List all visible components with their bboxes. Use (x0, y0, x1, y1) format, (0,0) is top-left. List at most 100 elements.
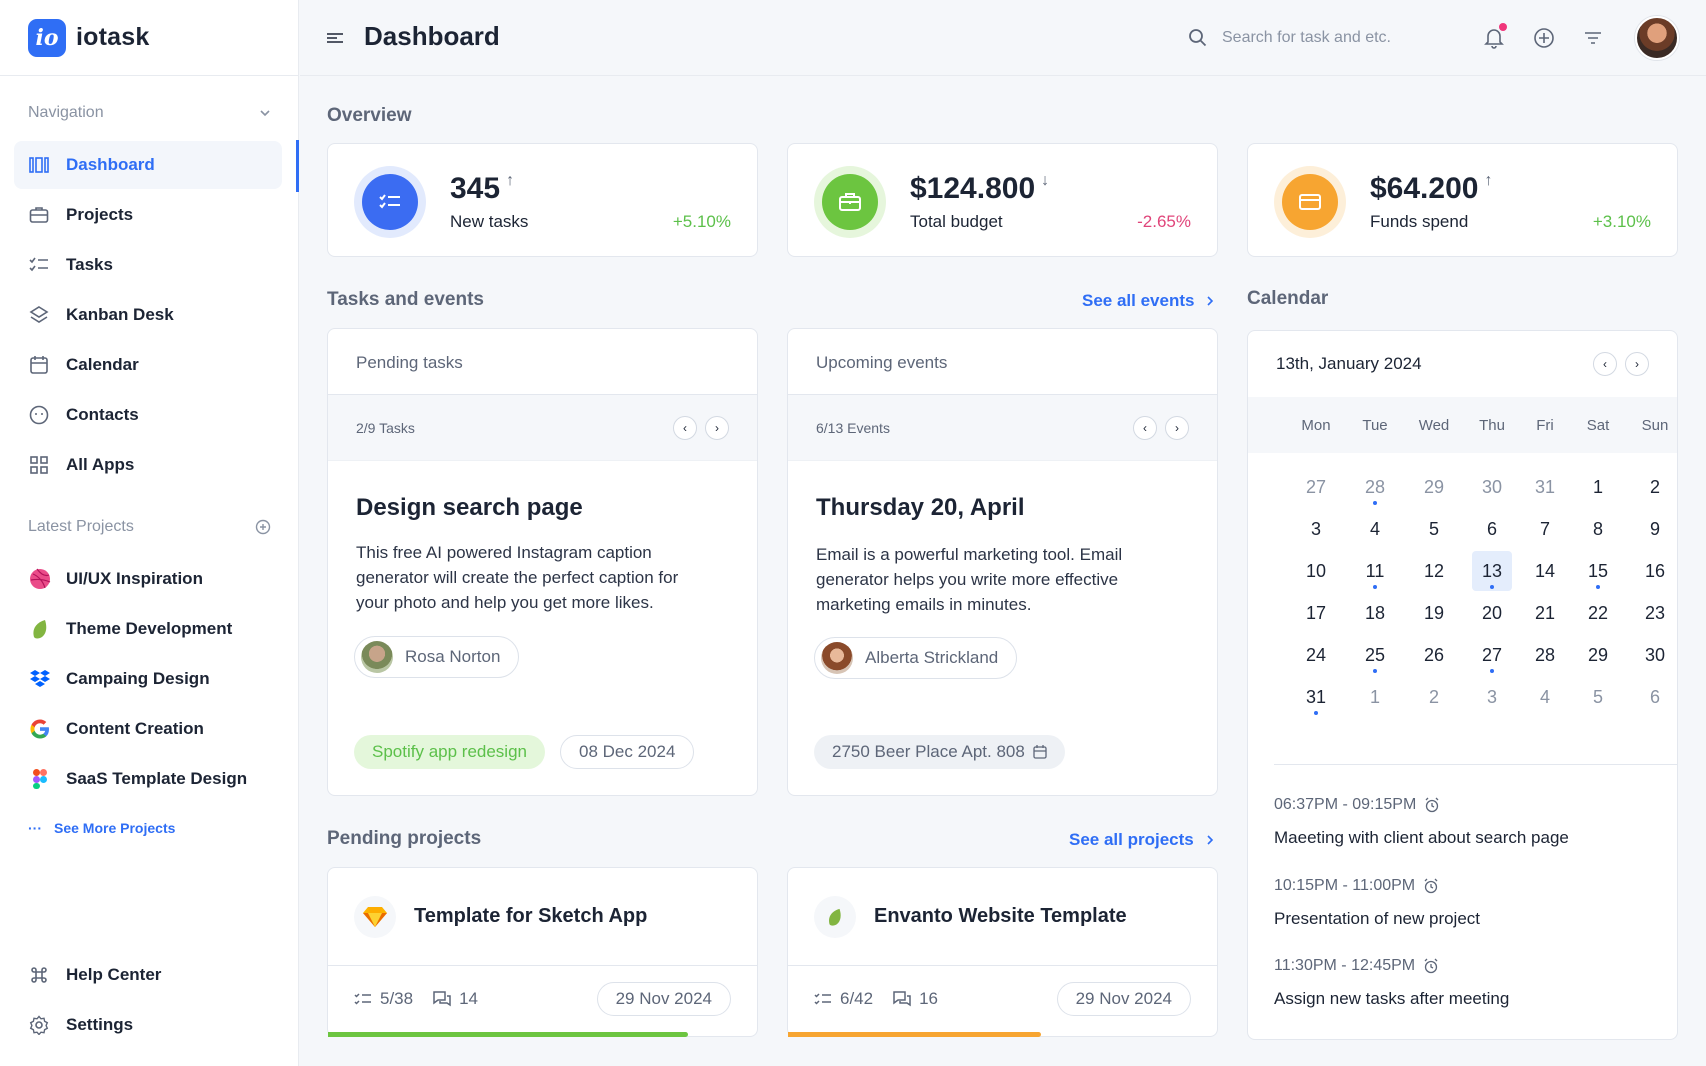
calendar-day[interactable]: 8 (1592, 519, 1603, 539)
calendar-day[interactable]: 6 (1486, 519, 1497, 539)
brand[interactable]: io iotask (0, 0, 298, 76)
calendar-day[interactable]: 6 (1649, 687, 1660, 707)
calendar-day[interactable]: 7 (1539, 519, 1550, 539)
task-tag[interactable]: Spotify app redesign (354, 735, 545, 769)
calendar-day[interactable]: 11 (1355, 551, 1395, 591)
calendar-day[interactable]: 31 (1296, 677, 1336, 717)
nav-section-header[interactable]: Navigation (0, 104, 299, 122)
see-all-projects-link[interactable]: See all projects (1069, 830, 1214, 850)
calendar-day[interactable]: 18 (1364, 603, 1386, 623)
notifications-button[interactable] (1482, 23, 1507, 50)
next-month-button[interactable]: › (1625, 352, 1649, 376)
calendar-day[interactable]: 30 (1481, 477, 1503, 497)
calendar-day-today[interactable]: 13 (1472, 551, 1512, 591)
prev-button[interactable]: ‹ (1133, 415, 1157, 440)
calendar-day[interactable]: 10 (1305, 561, 1327, 581)
calendar-day[interactable]: 29 (1423, 477, 1445, 497)
calendar-day[interactable]: 1 (1369, 687, 1380, 707)
sidebar-item-label: Help Center (66, 965, 162, 984)
event-dot (1490, 585, 1494, 589)
next-button[interactable]: › (705, 415, 729, 440)
calendar-day[interactable]: 5 (1428, 519, 1439, 539)
project-card[interactable]: Envanto Website Template 6/42 16 29 Nov … (787, 867, 1218, 1037)
sidebar-item-tasks[interactable]: Tasks (14, 241, 282, 289)
calendar-day[interactable]: 31 (1534, 477, 1556, 497)
calendar-day[interactable]: 28 (1355, 467, 1395, 507)
sidebar-item-projects[interactable]: Projects (14, 191, 282, 239)
calendar-day[interactable]: 14 (1534, 561, 1556, 581)
next-button[interactable]: › (1165, 415, 1189, 440)
project-item-uiux[interactable]: UI/UX Inspiration (14, 555, 282, 603)
event-location[interactable]: 2750 Beer Place Apt. 808 (814, 735, 1065, 769)
stat-card-new-tasks[interactable]: 345 ↑ New tasks +5.10% (327, 143, 758, 257)
dribbble-icon (28, 567, 52, 591)
attendee-name: Alberta Strickland (865, 648, 999, 667)
sidebar-item-help-center[interactable]: Help Center (14, 951, 282, 999)
calendar-day[interactable]: 20 (1481, 603, 1503, 623)
calendar-day[interactable]: 23 (1644, 603, 1666, 623)
stat-icon-ring (354, 166, 426, 238)
chevron-down-icon (260, 110, 270, 117)
event-item-title[interactable]: Maeeting with client about search page (1274, 828, 1569, 847)
calendar-day[interactable]: 19 (1423, 603, 1445, 623)
calendar-day[interactable]: 1 (1592, 477, 1603, 497)
see-more-projects-link[interactable]: ··· See More Projects (28, 820, 175, 836)
stat-card-funds-spend[interactable]: $64.200 ↑ Funds spend +3.10% (1247, 143, 1678, 257)
calendar-day[interactable]: 9 (1649, 519, 1660, 539)
sidebar-item-all-apps[interactable]: All Apps (14, 441, 282, 489)
project-item-theme-development[interactable]: Theme Development (14, 605, 282, 653)
search-input[interactable] (1222, 29, 1442, 47)
prev-month-button[interactable]: ‹ (1593, 352, 1617, 376)
event-item-title[interactable]: Presentation of new project (1274, 909, 1481, 928)
calendar-section-title: Calendar (1247, 288, 1329, 309)
add-button[interactable] (1532, 26, 1556, 50)
calendar-day[interactable]: 21 (1534, 603, 1556, 623)
calendar-day[interactable]: 16 (1644, 561, 1666, 581)
project-card[interactable]: Template for Sketch App 5/38 14 29 Nov 2… (327, 867, 758, 1037)
sidebar-item-label: Calendar (66, 355, 139, 374)
calendar-day[interactable]: 25 (1355, 635, 1395, 675)
event-item-title[interactable]: Assign new tasks after meeting (1274, 989, 1510, 1008)
calendar-day[interactable]: 5 (1592, 687, 1603, 707)
task-description: This free AI powered Instagram caption g… (356, 543, 679, 612)
project-item-content-creation[interactable]: Content Creation (14, 705, 282, 753)
sidebar-item-settings[interactable]: Settings (14, 1001, 282, 1049)
sidebar-item-label: Tasks (66, 255, 113, 274)
calendar-day[interactable]: 4 (1369, 519, 1380, 539)
calendar-day[interactable]: 24 (1305, 645, 1327, 665)
calendar-day[interactable]: 17 (1305, 603, 1327, 623)
calendar-day[interactable]: 26 (1423, 645, 1445, 665)
briefcase-icon (822, 174, 878, 230)
calendar-day[interactable]: 2 (1428, 687, 1439, 707)
add-project-icon[interactable] (255, 519, 271, 535)
calendar-day[interactable]: 28 (1534, 645, 1556, 665)
calendar-day[interactable]: 12 (1423, 561, 1445, 581)
sidebar-item-kanban[interactable]: Kanban Desk (14, 291, 282, 339)
stat-card-total-budget[interactable]: $124.800 ↓ Total budget -2.65% (787, 143, 1218, 257)
calendar-day[interactable]: 29 (1587, 645, 1609, 665)
calendar-day[interactable]: 3 (1486, 687, 1497, 707)
prev-button[interactable]: ‹ (673, 415, 697, 440)
project-name: Template for Sketch App (414, 905, 648, 927)
assignee-chip[interactable]: Rosa Norton (354, 636, 520, 678)
calendar-day[interactable]: 22 (1587, 603, 1609, 623)
calendar-day[interactable]: 27 (1305, 477, 1327, 497)
calendar-day[interactable]: 3 (1310, 519, 1321, 539)
calendar-day[interactable]: 2 (1649, 477, 1660, 497)
calendar-day[interactable]: 30 (1644, 645, 1666, 665)
sidebar-item-calendar[interactable]: Calendar (14, 341, 282, 389)
weekday-label: Thu (1479, 417, 1505, 434)
see-all-events-link[interactable]: See all events (1082, 291, 1214, 311)
calendar-day[interactable]: 27 (1472, 635, 1512, 675)
project-item-campaing-design[interactable]: Campaing Design (14, 655, 282, 703)
project-item-saas-template[interactable]: SaaS Template Design (14, 755, 282, 803)
attendee-chip[interactable]: Alberta Strickland (814, 637, 1018, 679)
calendar-day[interactable]: 4 (1539, 687, 1550, 707)
filter-button[interactable] (1581, 26, 1605, 50)
sidebar-item-contacts[interactable]: Contacts (14, 391, 282, 439)
calendar-day[interactable]: 15 (1578, 551, 1618, 591)
sidebar-item-dashboard[interactable]: Dashboard (14, 141, 282, 189)
menu-toggle-icon[interactable] (326, 28, 344, 48)
search-bar[interactable] (1188, 24, 1448, 52)
user-avatar[interactable] (1635, 16, 1679, 60)
